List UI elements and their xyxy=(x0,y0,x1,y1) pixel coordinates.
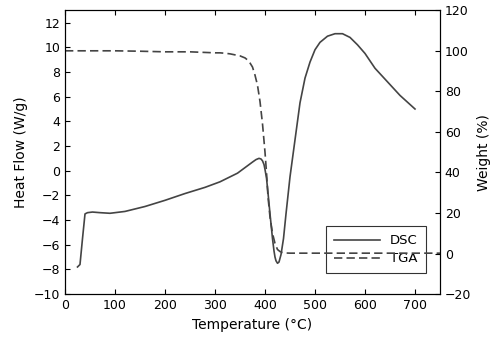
TGA xyxy=(227,52,233,56)
TGA xyxy=(252,73,258,77)
TGA xyxy=(187,50,193,54)
TGA xyxy=(267,215,273,219)
TGA xyxy=(222,51,228,55)
TGA xyxy=(387,251,393,255)
TGA xyxy=(162,50,168,54)
Line: DSC: DSC xyxy=(78,34,415,267)
TGA xyxy=(312,251,318,255)
TGA xyxy=(112,49,118,53)
TGA xyxy=(262,150,268,154)
TGA xyxy=(242,56,248,60)
DSC xyxy=(332,32,338,36)
TGA xyxy=(240,55,246,59)
TGA xyxy=(287,251,293,255)
TGA xyxy=(265,195,271,199)
TGA xyxy=(280,250,285,254)
TGA xyxy=(212,51,218,55)
X-axis label: Temperature (°C): Temperature (°C) xyxy=(192,317,312,331)
TGA xyxy=(74,49,80,53)
DSC xyxy=(256,156,262,160)
TGA xyxy=(232,53,238,57)
TGA xyxy=(244,58,250,62)
TGA xyxy=(274,248,280,252)
TGA xyxy=(272,241,278,246)
TGA xyxy=(282,251,288,255)
DSC xyxy=(274,261,280,265)
TGA xyxy=(337,251,343,255)
DSC xyxy=(74,265,80,269)
TGA xyxy=(217,51,223,55)
TGA xyxy=(260,122,266,126)
DSC xyxy=(142,205,148,209)
Line: TGA: TGA xyxy=(65,51,440,253)
DSC xyxy=(271,249,277,253)
Y-axis label: Weight (%): Weight (%) xyxy=(477,114,491,190)
TGA xyxy=(247,61,253,65)
DSC xyxy=(273,259,279,263)
TGA xyxy=(362,251,368,255)
TGA xyxy=(412,251,418,255)
Y-axis label: Heat Flow (W/g): Heat Flow (W/g) xyxy=(14,96,28,208)
TGA xyxy=(264,170,270,174)
TGA xyxy=(297,251,303,255)
TGA xyxy=(257,100,263,104)
TGA xyxy=(137,49,143,53)
TGA xyxy=(250,65,256,69)
TGA xyxy=(270,231,276,235)
DSC xyxy=(283,212,289,216)
TGA xyxy=(254,83,260,87)
TGA xyxy=(437,251,443,255)
Legend: DSC, TGA: DSC, TGA xyxy=(326,226,426,273)
TGA xyxy=(237,54,243,58)
TGA xyxy=(62,49,68,53)
TGA xyxy=(277,250,283,254)
TGA xyxy=(202,50,208,54)
TGA xyxy=(87,49,93,53)
DSC xyxy=(412,107,418,111)
